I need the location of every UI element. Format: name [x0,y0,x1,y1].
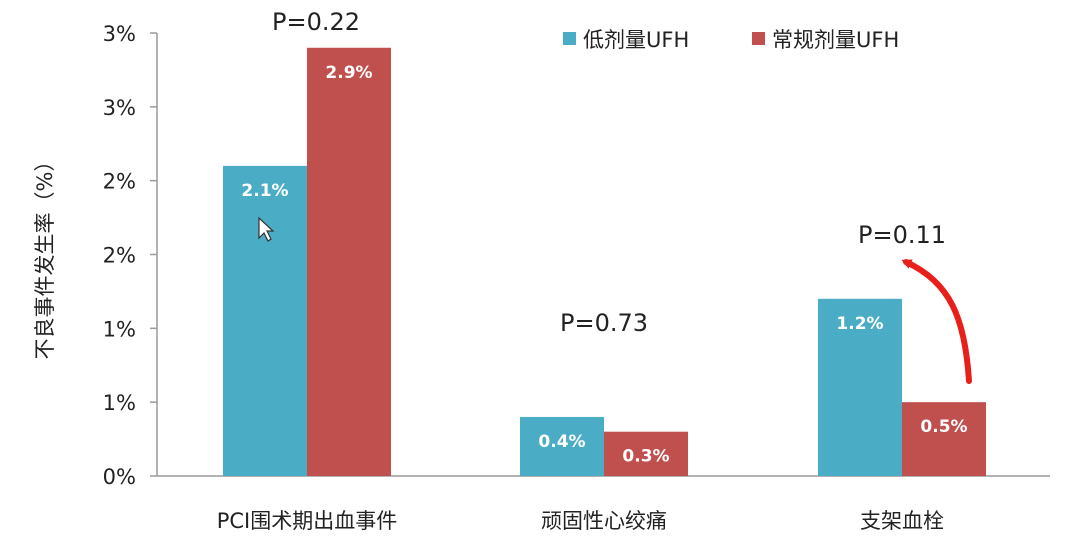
y-axis-label: 不良事件发生率（%） [33,151,57,360]
bar-standard-dose-2 [604,431,688,476]
y-tick-label: 3% [103,22,136,46]
y-tick-label: 0% [103,465,136,489]
category-label-2: 顽固性心绞痛 [541,509,667,533]
bar-standard-dose-1 [307,47,391,477]
y-tick-label: 2% [103,244,136,268]
annotation-arrow [901,259,972,384]
y-axis-ticks: 0% 1% 1% 2% 2% 3% 3% [103,22,157,489]
y-tick-label: 1% [103,317,136,341]
data-label: 0.5% [920,417,967,437]
bar-low-dose-2 [520,416,604,476]
legend-label-low-dose: 低剂量UFH [583,28,689,52]
bar-group: 2.1% 2.9% 0.4% 0.3% 1.2% 0.5% [223,47,986,477]
legend-label-standard-dose: 常规剂量UFH [772,28,899,52]
legend: 低剂量UFH 常规剂量UFH [563,28,899,52]
bar-low-dose-1 [223,165,307,476]
data-label: 0.3% [622,447,669,467]
y-tick-label: 1% [103,391,136,415]
category-label-1: PCI围术期出血事件 [217,509,398,533]
bar-low-dose-3 [818,298,902,476]
data-label: 0.4% [538,432,585,452]
legend-swatch-low-dose [563,32,576,45]
p-value-annotation-2: P=0.73 [560,309,648,337]
data-label: 2.1% [241,181,288,201]
bar-standard-dose-3 [902,402,986,476]
y-tick-label: 2% [103,170,136,194]
data-label: 2.9% [325,63,372,83]
data-label: 1.2% [836,314,883,334]
category-labels: PCI围术期出血事件 顽固性心绞痛 支架血栓 [217,509,944,533]
y-tick-label: 3% [103,96,136,120]
mouse-cursor-icon [258,216,275,242]
legend-swatch-standard-dose [752,32,765,45]
p-value-annotation-3: P=0.11 [858,221,946,249]
category-label-3: 支架血栓 [860,509,944,533]
p-value-annotation-1: P=0.22 [272,8,360,36]
